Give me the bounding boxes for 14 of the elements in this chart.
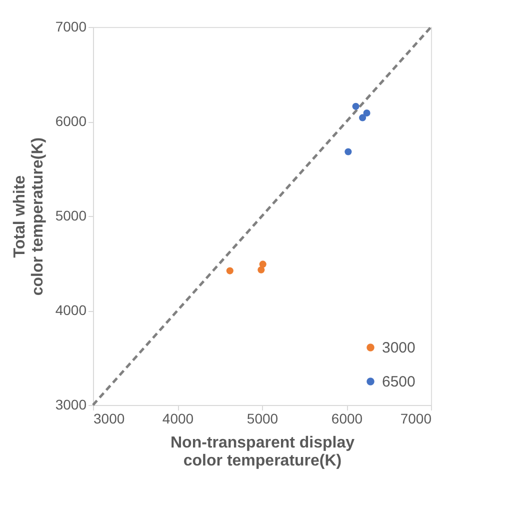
y-tick-label: 6000 <box>55 113 87 129</box>
legend-label: 3000 <box>382 340 416 356</box>
y-tick-label: 4000 <box>55 302 87 318</box>
y-tick-label: 3000 <box>55 396 87 412</box>
x-tick-label: 4000 <box>162 410 194 426</box>
x-tick-label: 5000 <box>246 410 278 426</box>
legend-label: 6500 <box>382 374 416 390</box>
x-axis-title: Non-transparent display color temperature(K) <box>170 434 355 470</box>
x-tick-label: 7000 <box>400 410 432 426</box>
y-tick-label: 5000 <box>55 208 87 224</box>
x-tick-label: 3000 <box>94 410 125 426</box>
y-axis-title: Total white color temperature(K) <box>11 137 46 296</box>
x-tick-label: 6000 <box>331 410 363 426</box>
y-tick-label: 7000 <box>55 18 87 34</box>
